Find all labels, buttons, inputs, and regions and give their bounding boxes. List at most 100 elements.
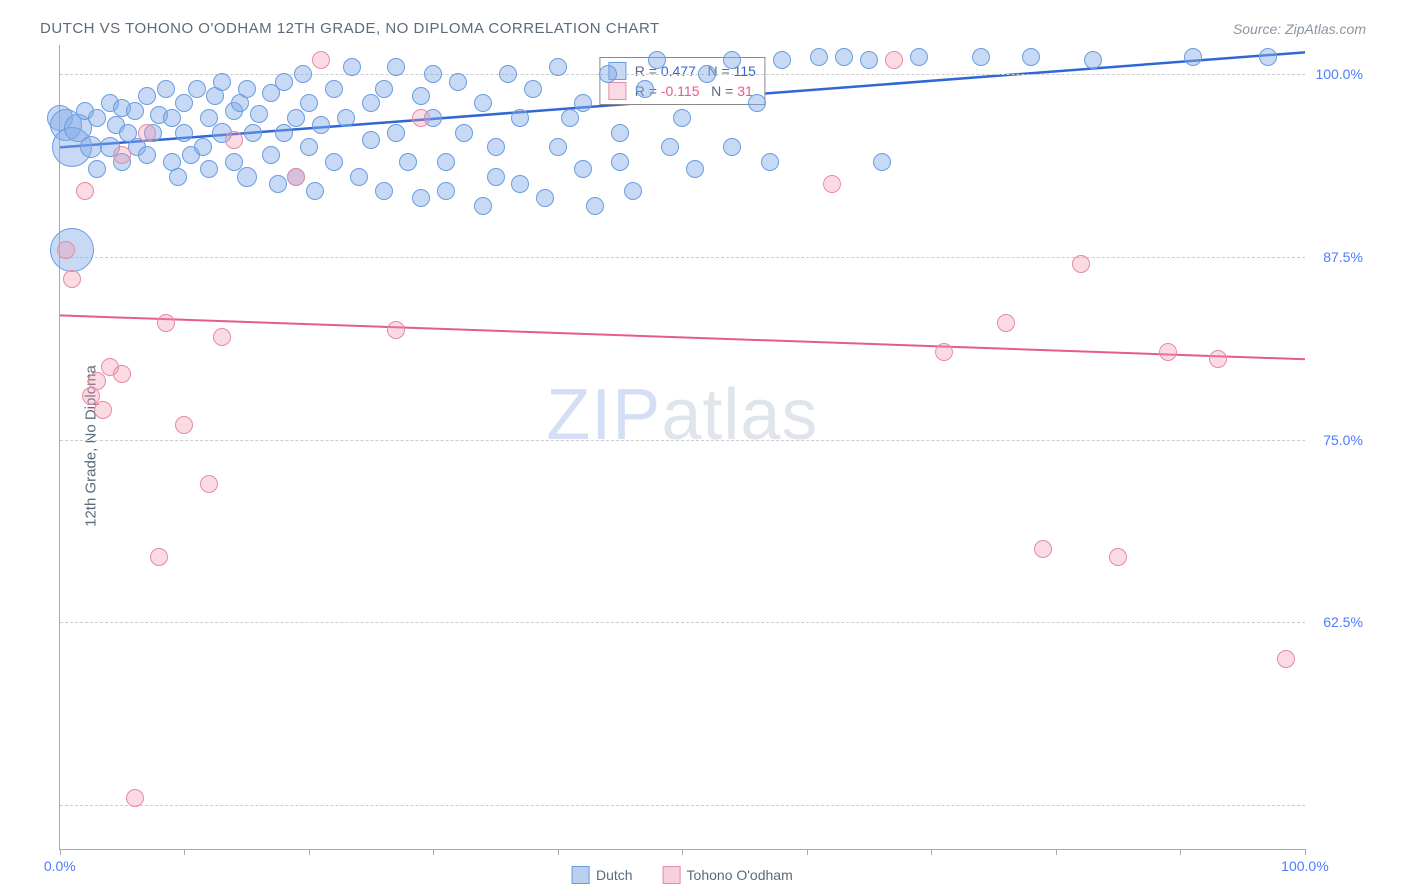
legend-swatch (572, 866, 590, 884)
data-point (157, 314, 175, 332)
data-point (200, 160, 218, 178)
data-point (387, 58, 405, 76)
data-point (1072, 255, 1090, 273)
data-point (157, 80, 175, 98)
data-point (511, 175, 529, 193)
data-point (1209, 350, 1227, 368)
data-point (449, 73, 467, 91)
data-point (487, 138, 505, 156)
chart-container: DUTCH VS TOHONO O'ODHAM 12TH GRADE, NO D… (0, 0, 1406, 892)
data-point (536, 189, 554, 207)
data-point (549, 58, 567, 76)
data-point (63, 270, 81, 288)
legend-row: R = -0.115 N = 31 (609, 82, 756, 100)
data-point (748, 94, 766, 112)
data-point (1022, 48, 1040, 66)
legend-label: Dutch (596, 867, 633, 883)
data-point (312, 116, 330, 134)
gridline (60, 257, 1305, 258)
data-point (225, 131, 243, 149)
data-point (312, 51, 330, 69)
data-point (624, 182, 642, 200)
legend-item: Tohono O'odham (663, 866, 793, 884)
data-point (262, 146, 280, 164)
data-point (1277, 650, 1295, 668)
data-point (1034, 540, 1052, 558)
data-point (300, 94, 318, 112)
watermark-zip: ZIP (546, 375, 661, 455)
data-point (611, 153, 629, 171)
data-point (88, 109, 106, 127)
data-point (375, 80, 393, 98)
data-point (686, 160, 704, 178)
data-point (294, 65, 312, 83)
data-point (175, 94, 193, 112)
legend-swatch (663, 866, 681, 884)
data-point (1159, 343, 1177, 361)
chart-title: DUTCH VS TOHONO O'ODHAM 12TH GRADE, NO D… (40, 20, 660, 37)
data-point (723, 51, 741, 69)
x-tick-label: 100.0% (1281, 858, 1328, 874)
data-point (455, 124, 473, 142)
data-point (362, 131, 380, 149)
data-point (661, 138, 679, 156)
data-point (213, 73, 231, 91)
data-point (1109, 548, 1127, 566)
data-point (499, 65, 517, 83)
data-point (194, 138, 212, 156)
plot-area: ZIPatlas R = 0.477 N = 115R = -0.115 N =… (59, 45, 1305, 850)
data-point (138, 124, 156, 142)
data-point (437, 182, 455, 200)
data-point (723, 138, 741, 156)
x-tick (1180, 849, 1181, 855)
data-point (860, 51, 878, 69)
data-point (599, 65, 617, 83)
data-point (972, 48, 990, 66)
data-point (175, 124, 193, 142)
data-point (113, 365, 131, 383)
data-point (873, 153, 891, 171)
gridline (60, 440, 1305, 441)
data-point (287, 168, 305, 186)
data-point (269, 175, 287, 193)
watermark-atlas: atlas (661, 375, 818, 455)
gridline (60, 622, 1305, 623)
data-point (823, 175, 841, 193)
data-point (574, 160, 592, 178)
x-tick-label: 0.0% (44, 858, 76, 874)
data-point (487, 168, 505, 186)
data-point (138, 87, 156, 105)
y-tick-label: 75.0% (1323, 432, 1363, 448)
data-point (238, 80, 256, 98)
data-point (300, 138, 318, 156)
x-tick (433, 849, 434, 855)
data-point (287, 109, 305, 127)
data-point (150, 548, 168, 566)
data-point (250, 105, 268, 123)
data-point (200, 475, 218, 493)
x-tick (184, 849, 185, 855)
y-tick-label: 87.5% (1323, 249, 1363, 265)
data-point (188, 80, 206, 98)
data-point (94, 401, 112, 419)
data-point (1084, 51, 1102, 69)
data-point (412, 189, 430, 207)
data-point (698, 65, 716, 83)
data-point (337, 109, 355, 127)
data-point (362, 94, 380, 112)
data-point (213, 328, 231, 346)
y-tick-label: 62.5% (1323, 614, 1363, 630)
data-point (910, 48, 928, 66)
data-point (275, 124, 293, 142)
data-point (88, 372, 106, 390)
data-point (773, 51, 791, 69)
legend-label: Tohono O'odham (687, 867, 793, 883)
data-point (549, 138, 567, 156)
data-point (561, 109, 579, 127)
data-point (325, 153, 343, 171)
gridline (60, 74, 1305, 75)
data-point (126, 102, 144, 120)
x-tick (309, 849, 310, 855)
data-point (524, 80, 542, 98)
data-point (138, 146, 156, 164)
